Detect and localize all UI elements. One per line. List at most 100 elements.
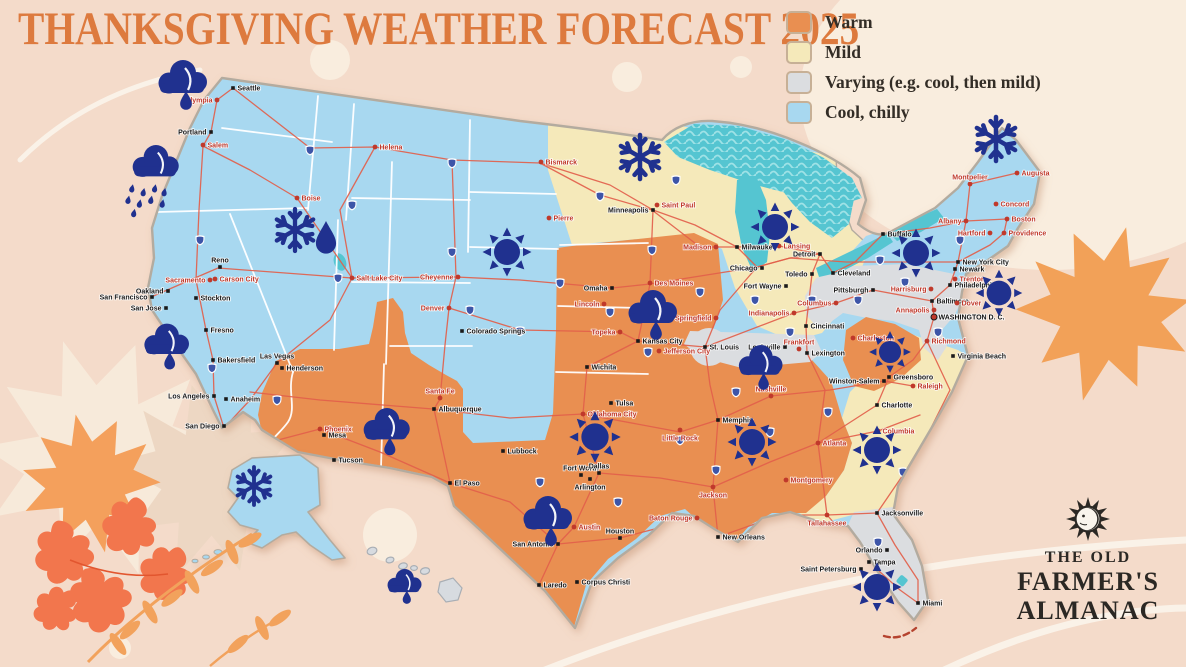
city-capital: Phoenix xyxy=(317,426,353,434)
weather-icon-sun xyxy=(750,202,800,252)
city-city: Jacksonville xyxy=(875,510,924,518)
city-label: Cheyenne xyxy=(420,274,454,281)
city-label: El Paso xyxy=(455,480,480,487)
city-capital: Annapolis xyxy=(895,307,937,315)
city-capital: Dover xyxy=(954,300,982,308)
weather-icon-cloud-drop xyxy=(738,345,783,390)
city-label: Omaha xyxy=(584,285,608,292)
legend-label: Varying (e.g. cool, then mild) xyxy=(825,71,1041,92)
city-capital: Olympia xyxy=(184,97,220,105)
city-label: Montgomery xyxy=(791,477,833,484)
city-city: San Jose xyxy=(130,305,168,313)
city-city: Stockton xyxy=(194,295,231,303)
city-capital: Jackson xyxy=(698,484,728,500)
city-label: Corpus Christi xyxy=(582,579,631,586)
legend-swatch-varying xyxy=(786,70,812,94)
weather-icon-sun xyxy=(727,417,777,467)
city-city: El Paso xyxy=(448,480,481,488)
city-city: Newark xyxy=(953,266,985,274)
city-label: Augusta xyxy=(1022,170,1050,177)
city-city: Minneapolis xyxy=(607,207,655,215)
city-label: Lexington xyxy=(812,350,845,357)
city-capital: Springfield xyxy=(674,315,719,323)
city-label: Nashville xyxy=(756,387,787,394)
city-capital: Austin xyxy=(571,524,601,532)
city-label: Lubbock xyxy=(508,448,537,455)
city-capital: Baton Rouge xyxy=(648,515,700,523)
city-capital: Topeka xyxy=(591,329,623,337)
city-dc: WASHINGTON D. C. xyxy=(930,313,1005,322)
weather-icon-cloud-drop xyxy=(523,496,572,546)
city-label: Milwaukee xyxy=(742,244,777,251)
city-capital: Raleigh xyxy=(910,383,944,391)
city-label: Santa Fe xyxy=(425,389,454,396)
city-city: Tulsa xyxy=(609,400,634,408)
city-city: Cleveland xyxy=(831,270,871,278)
city-label: Columbus xyxy=(797,300,831,307)
city-capital: Atlanta xyxy=(815,440,847,448)
city-city: Wichita xyxy=(585,364,617,372)
city-label: Madison xyxy=(683,244,711,251)
city-capital: Denver xyxy=(420,305,452,313)
city-label: Dover xyxy=(962,300,982,307)
city-label: Kansas City xyxy=(643,338,683,345)
city-label: Minneapolis xyxy=(608,207,649,214)
city-label: Salt Lake City xyxy=(357,275,403,282)
swoosh-curve xyxy=(543,536,1186,667)
city-label: St. Louis xyxy=(710,344,740,351)
city-label: Reno xyxy=(211,258,229,265)
city-label: Los Angeles xyxy=(168,393,209,400)
city-city: Milwaukee xyxy=(735,244,777,252)
florida-details xyxy=(882,575,918,639)
city-capital: Montpelier xyxy=(952,174,989,187)
city-label: San Antonio xyxy=(513,541,554,548)
city-city: Laredo xyxy=(537,582,568,590)
weather-icon-snowflake xyxy=(235,465,273,507)
city-label: Seattle xyxy=(238,85,261,92)
city-label: Charlotte xyxy=(882,402,913,409)
city-city: Cincinnati xyxy=(804,323,845,331)
legend-swatch-warm xyxy=(786,10,812,34)
city-city: Miami xyxy=(916,600,943,608)
lake-okeechobee xyxy=(896,575,908,587)
city-label: San Jose xyxy=(131,305,162,312)
city-city: Tampa xyxy=(867,559,896,567)
city-label: WASHINGTON D. C. xyxy=(939,314,1005,321)
city-label: Virginia Beach xyxy=(958,353,1007,360)
city-city: Las Vegas xyxy=(259,353,295,365)
city-label: Portland xyxy=(178,129,206,136)
city-city: Seattle xyxy=(231,85,261,93)
city-label: Boston xyxy=(1012,216,1036,223)
city-capital: Hartford xyxy=(957,230,993,238)
city-label: Phoenix xyxy=(325,426,352,433)
weather-icon-sun xyxy=(891,228,941,278)
city-city: Virginia Beach xyxy=(951,353,1007,361)
city-label: Olympia xyxy=(185,97,213,104)
city-label: Topeka xyxy=(592,329,616,336)
city-capital: Albany xyxy=(937,218,969,226)
city-label: Hartford xyxy=(958,230,986,237)
city-label: Winston-Salem xyxy=(829,378,880,385)
legend-label: Mild xyxy=(825,41,861,62)
city-capital: Santa Fe xyxy=(425,388,455,401)
city-capital: Montgomery xyxy=(783,477,833,485)
city-city: Philadelphia xyxy=(948,282,997,290)
weather-icon-sun xyxy=(569,411,621,463)
city-city: Henderson xyxy=(280,365,324,373)
city-capital: Tallahassee xyxy=(807,512,847,528)
decor-foreground xyxy=(8,206,1186,667)
weather-icon-sun xyxy=(975,269,1023,317)
city-label: Little Rock xyxy=(662,436,698,443)
city-capital: Concord xyxy=(993,201,1030,209)
city-capital: Providence xyxy=(1001,230,1047,238)
lake-michigan xyxy=(735,176,770,272)
city-capital: Boston xyxy=(1004,216,1036,224)
city-label: Fresno xyxy=(211,327,234,334)
city-label: Miami xyxy=(923,600,943,607)
city-city: Memphis xyxy=(716,417,754,425)
city-label: Concord xyxy=(1001,201,1030,208)
city-city: Oakland xyxy=(135,288,170,296)
city-label: Annapolis xyxy=(896,307,930,314)
